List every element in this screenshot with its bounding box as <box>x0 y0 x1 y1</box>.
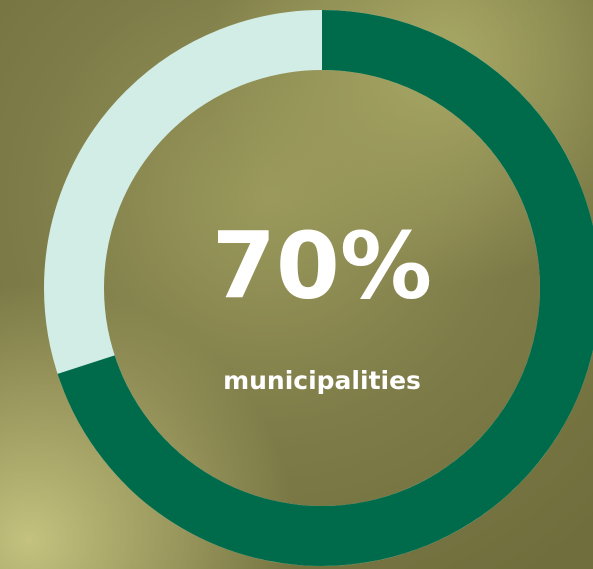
caption: municipalities <box>223 366 421 395</box>
ring-arc <box>57 10 593 566</box>
value-label: 70% <box>212 212 432 319</box>
